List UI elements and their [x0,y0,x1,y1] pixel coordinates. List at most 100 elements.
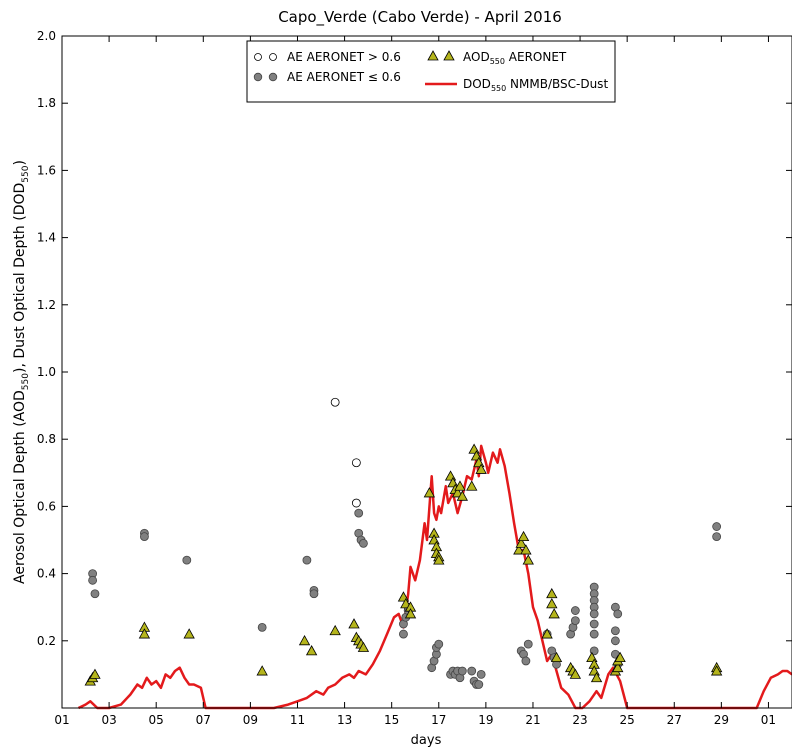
aod-point [590,671,603,683]
aod-point [612,661,624,673]
ae-low-point [88,575,98,585]
ae-low-point [613,609,623,619]
ae-low-point [399,629,408,639]
legend-label-aod: AOD550 AERONET [463,50,567,66]
legend-label-ae-low: AE AERONET ≤ 0.6 [287,70,401,84]
ae-high-point [330,397,340,407]
aod-point [298,634,311,646]
aod-point [520,544,532,555]
ae-low-point [589,609,599,619]
y-axis-label: Aerosol Optical Depth (AOD550), Dust Opt… [12,160,31,584]
ae-low-point [434,639,444,649]
ae-low-point [90,589,100,599]
aod-point [710,665,723,676]
aod-point [89,668,101,679]
ae-low-point [182,555,192,565]
x-tick-label: 09 [243,713,258,727]
aod-point [569,668,582,679]
chart-title: Capo_Verde (Cabo Verde) - April 2016 [278,8,562,27]
x-tick-label: 13 [337,713,352,727]
ae-low-point [257,622,267,632]
ae-low-point [570,616,580,626]
aod-point [546,587,558,599]
ae-low-point [457,666,467,676]
ae-low-point [476,670,486,679]
dod-line [77,444,792,710]
ae-low-point [610,636,620,646]
legend-entry-aod: AOD550 AERONET [427,50,567,66]
x-tick-label: 17 [431,713,446,727]
aod-point [513,544,525,555]
legend: AE AERONET > 0.6 AE AERONET ≤ 0.6 AOD550… [246,40,616,103]
ae-low-point [589,619,599,629]
aod-series [84,443,723,686]
x-tick-label: 11 [290,713,305,727]
ae-low-point [302,555,312,565]
ae-low-point [467,666,477,676]
x-tick-label: 03 [101,713,116,727]
ae-low-point [140,532,149,542]
y-tick-label: 0.8 [37,432,56,446]
ae-low-point [712,532,722,542]
y-tick-label: 0.6 [37,499,56,513]
aod-point [183,628,195,639]
x-tick-label: 29 [714,713,729,727]
y-tick-label: 1.6 [37,163,56,177]
x-tick-label: 01 [761,713,776,727]
aod-point [466,480,478,491]
x-axis: 01 03 05 07 09 11 13 15 17 19 21 23 25 27 29 01 [54,36,776,727]
ae-low-point [354,508,364,518]
aod-point [404,608,417,619]
aod-point [546,598,558,609]
ae-low-point [610,626,620,636]
ae-low-point [712,522,722,531]
x-tick-label: 07 [196,713,211,727]
aod-point [423,487,436,498]
legend-label-dod: DOD550 NMMB/BSC-Dust [463,77,608,93]
aod-point [305,645,318,656]
aod-point [475,463,487,474]
x-tick-label: 15 [384,713,399,727]
x-tick-label: 23 [572,713,587,727]
ae-low-point [359,538,368,548]
aod-point [456,490,469,501]
aod-point [433,554,445,565]
aod-point [348,618,360,629]
aod-point [517,530,530,542]
legend-entry-ae-low: AE AERONET ≤ 0.6 [253,70,401,84]
y-tick-label: 0.2 [37,634,56,648]
ae-high-series [330,397,361,508]
dod-series [77,444,792,710]
aod-point [614,651,626,662]
x-tick-label: 25 [620,713,635,727]
aod-point [329,624,341,636]
aod-point [357,641,370,652]
aod-point [522,554,534,565]
y-tick-label: 0.4 [37,567,56,581]
legend-entry-dod: DOD550 NMMB/BSC-Dust [425,77,608,93]
x-tick-label: 27 [667,713,682,727]
y-tick-label: 1.8 [37,96,56,110]
aod-point [541,628,553,639]
aod-point [454,480,466,491]
aod-point [515,537,527,548]
ae-low-point [570,606,580,615]
ae-high-point [351,498,361,508]
y-tick-label: 2.0 [37,29,56,43]
y-axis: 0.2 0.4 0.6 0.8 1.0 1.2 1.4 1.6 1.8 2.0 [37,29,792,648]
aod-point [548,608,560,619]
ae-high-point [351,458,361,468]
x-tick-label: 05 [149,713,164,727]
y-tick-label: 1.0 [37,365,56,379]
ae-low-point [309,589,319,599]
x-tick-label: 21 [525,713,540,727]
ae-low-point [521,656,531,666]
aod-point [550,651,563,662]
y-tick-label: 1.4 [37,231,56,245]
legend-entry-ae-high: AE AERONET > 0.6 [254,50,401,64]
legend-label-ae-high: AE AERONET > 0.6 [287,50,401,64]
aod-point [256,665,268,676]
x-tick-label: 01 [54,713,69,727]
x-tick-label: 19 [478,713,493,727]
